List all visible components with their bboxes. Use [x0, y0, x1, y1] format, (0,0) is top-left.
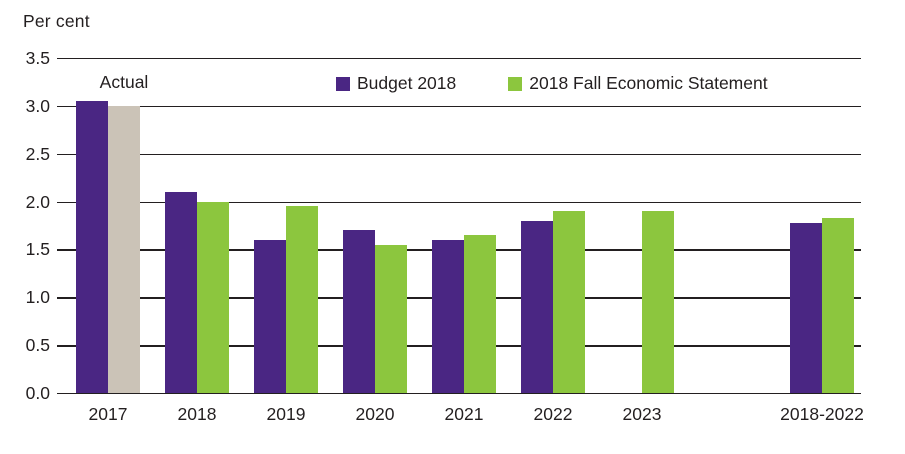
gridline — [57, 105, 861, 108]
bar-budget-2018-2018 — [165, 192, 197, 393]
bar-budget-2018-2020 — [343, 230, 375, 393]
budget-2018-swatch-icon — [336, 76, 350, 91]
bar-2018-fall-economic-statement-2018 — [197, 201, 229, 393]
bar-budget-2018-2018-2022 — [790, 222, 822, 393]
x-axis-line — [57, 393, 861, 395]
y-axis-tick-label: 1.0 — [25, 287, 50, 308]
x-axis-tick-label: 2018-2022 — [780, 404, 864, 424]
bar-2018-fall-economic-statement-2020 — [375, 244, 407, 393]
bar-budget-2018-2017 — [76, 101, 108, 393]
gridline — [57, 201, 861, 203]
actual-series-annotation: Actual — [99, 72, 149, 92]
gridline — [57, 58, 861, 60]
bar-budget-2018-2019 — [254, 239, 286, 393]
legend-label-budget-2018: Budget 2018 — [357, 73, 457, 93]
x-axis-tick-label: 2020 — [355, 404, 395, 424]
legend-item-budget-2018: Budget 2018 — [336, 73, 456, 94]
y-axis-tick-label: 1.5 — [25, 239, 50, 260]
y-axis-tick-label: 2.5 — [25, 143, 50, 164]
bar-2018-fall-economic-statement-2023 — [642, 211, 674, 393]
x-axis-tick-label: 2017 — [88, 404, 128, 424]
x-axis-tick-label: 2018 — [177, 404, 217, 424]
x-axis-tick-label: 2019 — [266, 404, 306, 424]
x-axis-tick-label: 2021 — [444, 404, 484, 424]
legend-label-fes-2018: 2018 Fall Economic Statement — [529, 73, 768, 93]
bar-2018-fall-economic-statement-2022 — [553, 211, 585, 393]
x-axis-tick-label: 2023 — [622, 404, 662, 424]
y-axis-tick-label: 3.5 — [25, 48, 50, 68]
gridline — [57, 153, 861, 156]
fes-2018-swatch-icon — [508, 76, 523, 91]
y-axis-tick-label: 3.0 — [25, 95, 50, 116]
bar-budget-2018-2021 — [432, 239, 464, 393]
y-axis-tick-label: 0.0 — [25, 383, 50, 403]
bar-budget-2018-2022 — [521, 220, 553, 393]
bar-actual-2017 — [108, 105, 140, 393]
chart-legend: Budget 2018 2018 Fall Economic Statement — [336, 73, 768, 94]
y-axis-tick-label: 2.0 — [25, 191, 50, 212]
bar-2018-fall-economic-statement-2021 — [464, 235, 496, 393]
y-axis-unit-label: Per cent — [23, 11, 90, 31]
legend-item-fes-2018: 2018 Fall Economic Statement — [508, 73, 768, 94]
bar-2018-fall-economic-statement-2019 — [286, 206, 318, 393]
y-axis-tick-label: 0.5 — [25, 335, 50, 356]
x-axis-tick-label: 2022 — [533, 404, 573, 424]
bar-2018-fall-economic-statement-2018-2022 — [822, 217, 854, 393]
